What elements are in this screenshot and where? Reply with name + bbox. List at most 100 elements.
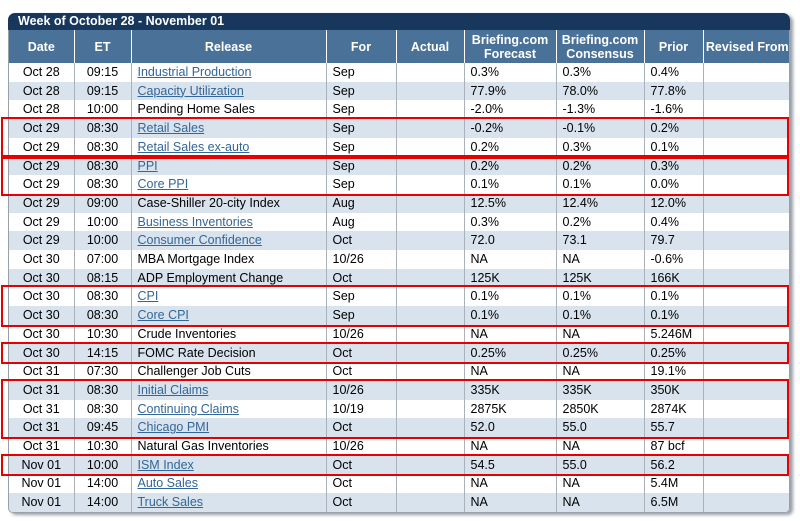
cell-consensus: 0.3% [555,137,644,157]
release-link[interactable]: Consumer Confidence [137,233,262,248]
column-header-release: Release [130,30,326,63]
calendar-row: Oct 30 14:15 FOMC Rate Decision Oct 0.25% 0.2… [9,343,789,363]
cell-release: Capacity Utilization [130,81,326,101]
release-text: Case-Shiller 20-city Index [137,195,280,210]
cell-release: CPI [130,287,326,307]
cell-revised [702,250,789,269]
release-link[interactable]: Retail Sales ex-auto [137,139,250,154]
release-link[interactable]: CPI [137,289,159,304]
cell-for: Sep [325,175,396,194]
cell-et: 08:30 [73,287,131,307]
cell-revised [702,193,789,213]
calendar-row: Oct 29 10:00 Consumer Confidence Oct 72.0 73.… [9,231,789,251]
cell-consensus: 2850K [555,399,644,419]
calendar-row: Oct 31 10:30 Natural Gas Inventories 10/26 N… [9,437,789,456]
cell-date: Oct 28 [22,83,60,98]
cell-prior: 79.7 [643,231,703,251]
calendar-row: Oct 31 07:30 Challenger Job Cuts Oct NA NA 19.… [9,362,789,381]
cell-actual [395,418,464,438]
cell-revised [702,418,789,438]
cell-revised [702,343,789,363]
release-link[interactable]: Capacity Utilization [137,83,244,98]
cell-forecast: NA [463,437,556,456]
release-link[interactable]: Industrial Production [137,65,252,79]
cell-actual [395,380,464,400]
calendar-header: Date ET Release For Actual Briefing.com Forec… [9,30,789,63]
calendar-row: Oct 29 08:30 Retail Sales Sep -0.2% -0.1% 0.2% [9,119,789,138]
cell-consensus: 125K [555,268,644,288]
calendar-header-row: Date ET Release For Actual Briefing.com Forec… [9,30,789,63]
cell-forecast: 125K [463,268,556,288]
column-header-label: Actual [410,39,450,54]
cell-prior: 12.0% [643,193,703,213]
cell-for: Sep [325,287,396,307]
cell-actual [395,399,464,419]
cell-forecast: NA [463,250,556,269]
column-header-forecast: Briefing.com Forecast [463,30,556,63]
cell-revised [702,399,789,419]
cell-revised [702,306,789,325]
cell-actual [395,119,464,138]
cell-forecast: NA [463,474,556,494]
cell-actual [395,193,464,213]
cell-date: Oct 31 [22,401,60,416]
cell-date: Oct 30 [22,270,60,285]
cell-actual [395,63,464,82]
cell-actual [395,100,464,120]
cell-for: 10/26 [325,324,396,344]
cell-date: Nov 01 [21,476,62,491]
cell-forecast: 335K [463,380,556,400]
cell-revised [702,380,789,400]
cell-consensus: -0.1% [555,119,644,138]
cell-revised [702,175,789,194]
cell-date: Oct 30 [22,289,60,304]
cell-date: Oct 31 [22,364,60,379]
cell-revised [702,81,789,101]
release-link[interactable]: PPI [137,158,158,173]
cell-actual [395,493,464,512]
calendar-row: Oct 29 08:30 Core PPI Sep 0.1% 0.1% 0.0% [9,175,789,194]
release-text: ADP Employment Change [137,270,284,285]
cell-release: Retail Sales ex-auto [130,137,326,157]
release-link[interactable]: ISM Index [137,457,194,472]
cell-et: 10:00 [73,455,131,475]
cell-release: Retail Sales [130,119,326,138]
release-link[interactable]: Auto Sales [137,476,198,491]
cell-consensus: NA [555,437,644,456]
cell-date: Oct 28 [22,65,60,79]
release-link[interactable]: Core PPI [137,177,189,192]
calendar-row: Oct 30 08:30 CPI Sep 0.1% 0.1% 0.1% [9,287,789,307]
cell-release: Crude Inventories [130,324,326,344]
cell-for: Oct [325,343,396,363]
cell-actual [395,324,464,344]
cell-actual [395,175,464,194]
cell-consensus: 0.25% [555,343,644,363]
release-link[interactable]: Initial Claims [137,382,209,397]
release-link[interactable]: Chicago PMI [137,420,210,435]
calendar-row: Nov 01 10:00 ISM Index Oct 54.5 55.0 56.2 [9,455,789,475]
release-link[interactable]: Business Inventories [137,214,253,229]
release-link[interactable]: Truck Sales [137,495,204,510]
cell-forecast: 0.2% [463,137,556,157]
calendar-row: Oct 31 09:45 Chicago PMI Oct 52.0 55.0 55.7 [9,418,789,438]
calendar-table-body-wrap: Date ET Release For Actual Briefing.com Forec… [8,30,790,513]
calendar-row: Oct 28 09:15 Capacity Utilization Sep 77.9% 7… [9,81,789,101]
cell-prior: 0.25% [643,343,703,363]
cell-forecast: 12.5% [463,193,556,213]
cell-et: 09:15 [73,81,131,101]
cell-release: Auto Sales [130,474,326,494]
cell-for: Oct [325,455,396,475]
cell-forecast: -2.0% [463,100,556,120]
release-link[interactable]: Retail Sales [137,121,205,136]
cell-consensus: 0.2% [555,212,644,232]
cell-for: 10/26 [325,380,396,400]
cell-revised [702,362,789,381]
cell-forecast: 0.3% [463,212,556,232]
cell-et: 09:45 [73,418,131,438]
cell-date: Oct 30 [22,252,60,267]
cell-release: Case-Shiller 20-city Index [130,193,326,213]
cell-actual [395,362,464,381]
release-link[interactable]: Core CPI [137,308,189,323]
release-link[interactable]: Continuing Claims [137,401,239,416]
column-header-prior: Prior [643,30,703,63]
